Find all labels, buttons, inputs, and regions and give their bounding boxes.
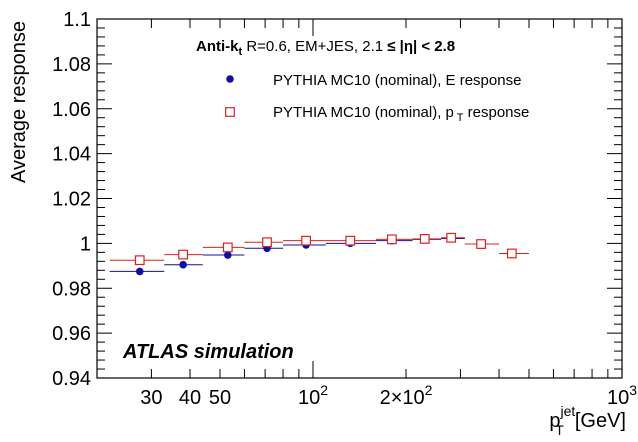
x-tick-label-exponent: 2 [320,382,328,398]
x-axis-title-p: p [549,410,560,432]
x-tick-label: 30 [140,387,162,409]
legend-label-pt-main: PYTHIA MC10 (nominal), p [273,104,454,121]
legend: Anti-kt R=0.6, EM+JES, 2.1 ≤ |η| < 2.8 P… [196,38,529,124]
y-tick-label: 1.04 [52,144,91,166]
x-tick-label: 103 [607,382,637,409]
series-layer [109,232,529,276]
data-point [222,242,233,253]
data-point [446,232,457,243]
x-axis-title-unit: [GeV] [575,410,626,432]
y-tick-label: 1.08 [52,54,91,76]
y-tick-label: 1.02 [52,189,91,211]
data-point [178,249,189,260]
y-tick-label: 1.06 [52,99,91,121]
x-tick-label-base: 40 [179,387,201,409]
legend-header-body-bold: ≤ |η| < 2.8 [383,38,455,55]
y-tick-label: 0.94 [52,368,91,390]
x-axis-title-sup: jet [560,403,576,419]
data-point [179,260,187,269]
x-tick-label-base: 30 [140,387,162,409]
legend-label-pt-response: PYTHIA MC10 (nominal), p T response [273,104,529,124]
y-tick-label: 0.96 [52,323,91,345]
y-tick-label: 1.1 [63,9,91,31]
x-tick-label-base: 2×10 [380,387,425,409]
x-tick-labels: 30 40 50 102 2×102 103 [140,382,637,409]
data-point [135,267,144,276]
data-point [134,255,145,266]
series-2 [109,232,529,266]
x-tick-label: 40 [179,387,201,409]
x-tick-label: 102 [298,382,328,409]
plot-frame [96,18,623,379]
data-point [301,235,312,246]
x-tick-label: 50 [209,387,231,409]
data-point [506,248,517,259]
data-point [223,251,232,259]
data-point [345,235,356,246]
x-tick-label: 2×102 [380,382,433,409]
legend-header-prefix-sub: t [239,46,243,58]
x-tick-label-base: 10 [607,387,629,409]
x-tick-label-base: 50 [209,387,231,409]
x-axis-title: pjet T [GeV] [549,403,626,438]
y-axis-title: Average response [8,21,30,183]
legend-header-prefix: Anti-k [196,38,239,55]
legend-label-pt-tail: response [463,104,529,121]
data-point [262,237,272,248]
y-tick-label: 0.98 [52,278,91,300]
x-axis-title-sub: T [555,422,564,438]
legend-label-e-response: PYTHIA MC10 (nominal), E response [273,72,521,89]
x-tick-label-exponent: 3 [629,382,637,398]
x-tick-label-exponent: 2 [425,382,433,398]
data-point [476,239,487,249]
y-tick-labels: 0.94 0.96 0.98 1 1.02 1.04 1.06 1.08 1.1 [52,9,91,390]
y-tick-label: 1 [80,233,91,255]
legend-marker-e-response [226,75,234,83]
atlas-simulation-label: ATLAS simulation [122,341,294,363]
data-point [419,233,430,244]
legend-label-pt-sub: T [454,112,464,124]
x-tick-label-base: 10 [298,387,320,409]
legend-marker-pt-response [225,107,235,117]
legend-header: Anti-kt R=0.6, EM+JES, 2.1 ≤ |η| < 2.8 [196,38,455,58]
data-point [386,234,397,245]
legend-header-body: R=0.6, EM+JES, 2.1 [242,38,383,55]
